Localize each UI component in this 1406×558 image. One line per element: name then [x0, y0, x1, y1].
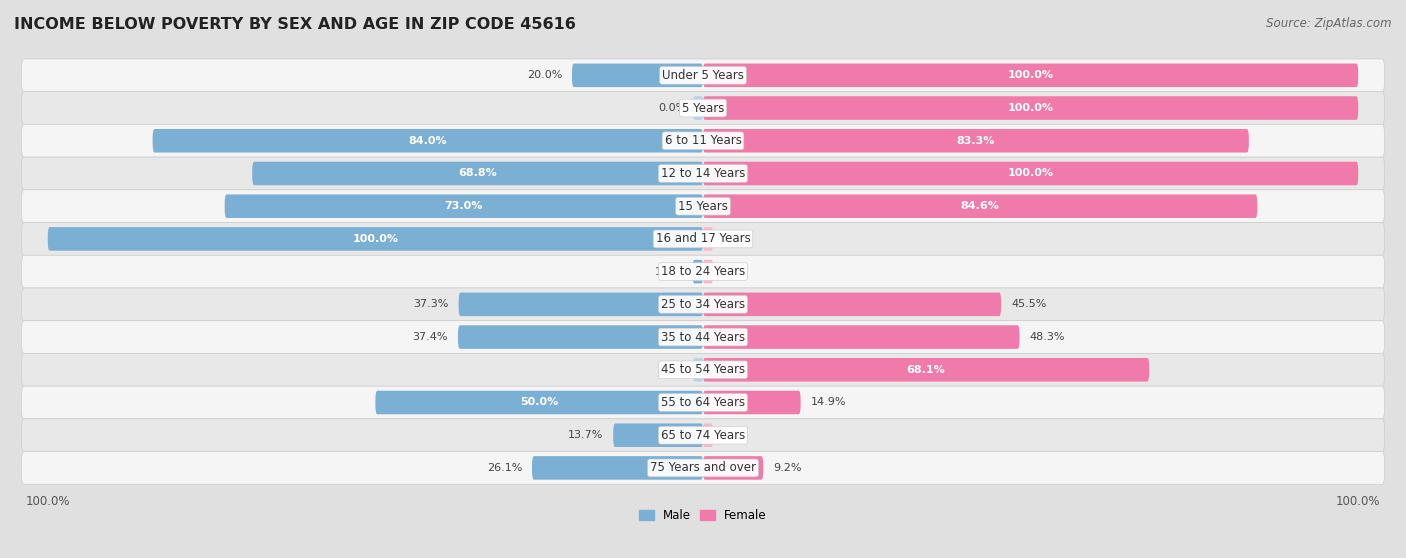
Text: INCOME BELOW POVERTY BY SEX AND AGE IN ZIP CODE 45616: INCOME BELOW POVERTY BY SEX AND AGE IN Z… — [14, 17, 576, 32]
FancyBboxPatch shape — [21, 157, 1385, 190]
FancyBboxPatch shape — [21, 419, 1385, 451]
FancyBboxPatch shape — [21, 288, 1385, 321]
FancyBboxPatch shape — [153, 129, 703, 152]
FancyBboxPatch shape — [21, 59, 1385, 92]
FancyBboxPatch shape — [703, 97, 1358, 120]
Text: 65 to 74 Years: 65 to 74 Years — [661, 429, 745, 442]
FancyBboxPatch shape — [703, 129, 1249, 152]
Text: 100.0%: 100.0% — [1008, 70, 1053, 80]
Text: 73.0%: 73.0% — [444, 201, 484, 211]
FancyBboxPatch shape — [21, 124, 1385, 157]
FancyBboxPatch shape — [21, 255, 1385, 288]
Legend: Male, Female: Male, Female — [634, 504, 772, 527]
Text: 0.0%: 0.0% — [720, 234, 748, 244]
FancyBboxPatch shape — [458, 292, 703, 316]
Text: Source: ZipAtlas.com: Source: ZipAtlas.com — [1267, 17, 1392, 30]
Text: 20.0%: 20.0% — [527, 70, 562, 80]
FancyBboxPatch shape — [375, 391, 703, 414]
FancyBboxPatch shape — [21, 92, 1385, 124]
Text: 26.1%: 26.1% — [486, 463, 522, 473]
Text: 45.5%: 45.5% — [1011, 299, 1046, 309]
FancyBboxPatch shape — [703, 391, 800, 414]
FancyBboxPatch shape — [703, 194, 1257, 218]
FancyBboxPatch shape — [252, 162, 703, 185]
FancyBboxPatch shape — [703, 260, 713, 283]
Text: 55 to 64 Years: 55 to 64 Years — [661, 396, 745, 409]
Text: 84.0%: 84.0% — [409, 136, 447, 146]
FancyBboxPatch shape — [703, 227, 713, 251]
Text: 6 to 11 Years: 6 to 11 Years — [665, 134, 741, 147]
Text: 0.0%: 0.0% — [658, 365, 686, 375]
Text: 50.0%: 50.0% — [520, 397, 558, 407]
Text: 68.8%: 68.8% — [458, 169, 496, 179]
Text: 25 to 34 Years: 25 to 34 Years — [661, 298, 745, 311]
FancyBboxPatch shape — [21, 321, 1385, 353]
Text: 0.0%: 0.0% — [720, 430, 748, 440]
FancyBboxPatch shape — [572, 64, 703, 87]
FancyBboxPatch shape — [693, 358, 703, 382]
Text: 13.7%: 13.7% — [568, 430, 603, 440]
Text: 84.6%: 84.6% — [960, 201, 1000, 211]
Text: 100.0%: 100.0% — [353, 234, 398, 244]
Text: 48.3%: 48.3% — [1029, 332, 1064, 342]
FancyBboxPatch shape — [21, 386, 1385, 419]
FancyBboxPatch shape — [693, 260, 703, 283]
Text: 0.0%: 0.0% — [658, 103, 686, 113]
Text: 75 Years and over: 75 Years and over — [650, 461, 756, 474]
Text: 100.0%: 100.0% — [1008, 103, 1053, 113]
Text: 37.3%: 37.3% — [413, 299, 449, 309]
Text: 37.4%: 37.4% — [412, 332, 449, 342]
FancyBboxPatch shape — [21, 353, 1385, 386]
FancyBboxPatch shape — [703, 162, 1358, 185]
FancyBboxPatch shape — [703, 424, 713, 447]
FancyBboxPatch shape — [703, 292, 1001, 316]
Text: 9.2%: 9.2% — [773, 463, 801, 473]
Text: 14.9%: 14.9% — [810, 397, 846, 407]
Text: 68.1%: 68.1% — [907, 365, 945, 375]
Text: Under 5 Years: Under 5 Years — [662, 69, 744, 82]
Text: 1.6%: 1.6% — [654, 267, 683, 277]
FancyBboxPatch shape — [458, 325, 703, 349]
Text: 0.0%: 0.0% — [720, 267, 748, 277]
Text: 100.0%: 100.0% — [1008, 169, 1053, 179]
FancyBboxPatch shape — [703, 456, 763, 480]
FancyBboxPatch shape — [48, 227, 703, 251]
FancyBboxPatch shape — [21, 190, 1385, 223]
FancyBboxPatch shape — [21, 223, 1385, 255]
Text: 35 to 44 Years: 35 to 44 Years — [661, 330, 745, 344]
FancyBboxPatch shape — [703, 358, 1149, 382]
FancyBboxPatch shape — [225, 194, 703, 218]
Text: 12 to 14 Years: 12 to 14 Years — [661, 167, 745, 180]
FancyBboxPatch shape — [21, 451, 1385, 484]
Text: 16 and 17 Years: 16 and 17 Years — [655, 233, 751, 246]
FancyBboxPatch shape — [531, 456, 703, 480]
Text: 83.3%: 83.3% — [956, 136, 995, 146]
FancyBboxPatch shape — [703, 325, 1019, 349]
Text: 18 to 24 Years: 18 to 24 Years — [661, 265, 745, 278]
Text: 45 to 54 Years: 45 to 54 Years — [661, 363, 745, 376]
FancyBboxPatch shape — [693, 97, 703, 120]
FancyBboxPatch shape — [613, 424, 703, 447]
FancyBboxPatch shape — [703, 64, 1358, 87]
Text: 15 Years: 15 Years — [678, 200, 728, 213]
Text: 5 Years: 5 Years — [682, 102, 724, 114]
